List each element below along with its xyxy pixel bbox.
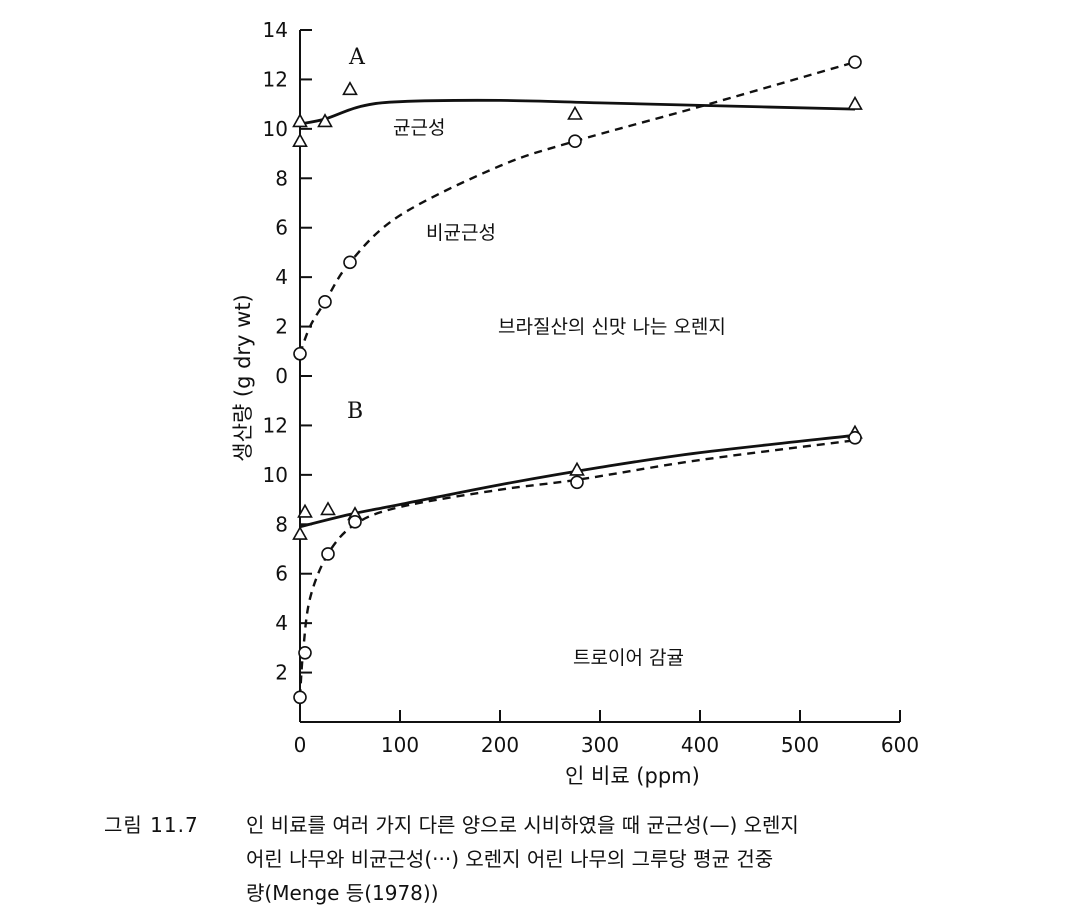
panel-a-nonmycorrhizal-point <box>848 55 862 69</box>
y-tick-label: 4 <box>275 265 288 289</box>
panel-a-mycorrhizal-point <box>342 81 358 96</box>
panel-a-nonmycorrhizal-curve <box>298 60 856 355</box>
panel-b-nonmycorrhizal-point <box>348 515 362 529</box>
caption-text: 인 비료를 여러 가지 다른 양으로 시비하였을 때 균근성(—) 오렌지 어린… <box>246 808 1026 910</box>
panel-b-title: 트로이어 감귤 <box>573 647 684 669</box>
y-tick-label: 14 <box>263 18 288 42</box>
y-tick-label: 12 <box>263 67 288 91</box>
panel-b-nonmycorrhizal-point <box>570 475 584 490</box>
caption-line: 어린 나무와 비균근성(···) 오렌지 어린 나무의 그루당 평균 건중 <box>246 847 774 871</box>
x-tick-label: 200 <box>481 733 519 757</box>
panel-a-mycorrhizal-point <box>317 113 333 128</box>
panel-b-nonmycorrhizal-point <box>298 645 312 660</box>
axes <box>299 30 900 723</box>
x-tick-label: 0 <box>294 733 307 757</box>
panel-b-label: B <box>347 399 363 424</box>
panel-b-mycorrhizal-point <box>297 503 313 518</box>
ticks: 0 2 4 6 8 10 12 14 2 4 6 8 10 12 0 100 200 300 400 500 600 <box>263 18 920 757</box>
figure: 0 2 4 6 8 10 12 14 2 4 6 8 10 12 0 100 200 300 400 500 600 A… <box>231 18 920 788</box>
panel-a-nonmycorrhizal-point <box>318 295 332 309</box>
y-tick-label: 10 <box>263 463 288 487</box>
y-axis-label: 생산량 (g dry wt) <box>231 294 255 462</box>
panel-b-mycorrhizal-point <box>320 501 336 516</box>
panel-a-mycorrhizal-point <box>847 95 863 110</box>
x-tick-label: 300 <box>581 733 619 757</box>
y-tick-label: 8 <box>275 512 288 536</box>
panel-a-mycorrhizal-point <box>567 105 583 120</box>
y-tick-label: 10 <box>263 117 288 141</box>
markers <box>292 55 863 705</box>
x-tick-label: 400 <box>681 733 719 757</box>
panel-a-mycorrhizal-point <box>292 132 308 147</box>
x-axis-label: 인 비료 (ppm) <box>565 764 700 788</box>
panel-a-nonmycorrhizal-point <box>293 346 307 361</box>
curves <box>298 60 856 698</box>
x-tick-label: 600 <box>881 733 919 757</box>
caption-label: 그림 11.7 <box>104 813 199 837</box>
x-tick-label: 500 <box>781 733 819 757</box>
panel-b-nonmycorrhizal-point <box>848 430 862 445</box>
panel-b-mycorrhizal-point <box>569 461 585 476</box>
y-tick-label: 2 <box>275 315 288 339</box>
panel-a-nonmycorrhizal-point <box>568 134 582 149</box>
panel-b-nonmycorrhizal-curve <box>298 439 856 698</box>
y-tick-label: 8 <box>275 166 288 190</box>
y-tick-label: 0 <box>275 364 288 388</box>
panel-a-mycorrhizal-label: 균근성 <box>393 117 445 139</box>
panel-a-nonmycorrhizal-label: 비균근성 <box>426 222 496 244</box>
y-tick-label: 6 <box>275 562 288 586</box>
panel-a-title: 브라질산의 신맛 나는 오렌지 <box>498 316 726 338</box>
y-tick-label: 6 <box>275 216 288 240</box>
panel-b-nonmycorrhizal-point <box>293 690 307 705</box>
panel-a-nonmycorrhizal-point <box>343 255 357 270</box>
x-tick-label: 100 <box>381 733 419 757</box>
y-tick-label: 2 <box>275 661 288 685</box>
panel-b-mycorrhizal-point <box>292 525 308 540</box>
caption-line: 량(Menge 등(1978)) <box>246 881 439 905</box>
caption-line: 인 비료를 여러 가지 다른 양으로 시비하였을 때 균근성(—) 오렌지 <box>246 813 799 837</box>
panel-b-nonmycorrhizal-point <box>321 547 335 561</box>
y-tick-label: 4 <box>275 611 288 635</box>
y-tick-label: 12 <box>263 413 288 437</box>
panel-a-mycorrhizal-point <box>292 113 308 128</box>
panel-a-label: A <box>348 45 366 70</box>
